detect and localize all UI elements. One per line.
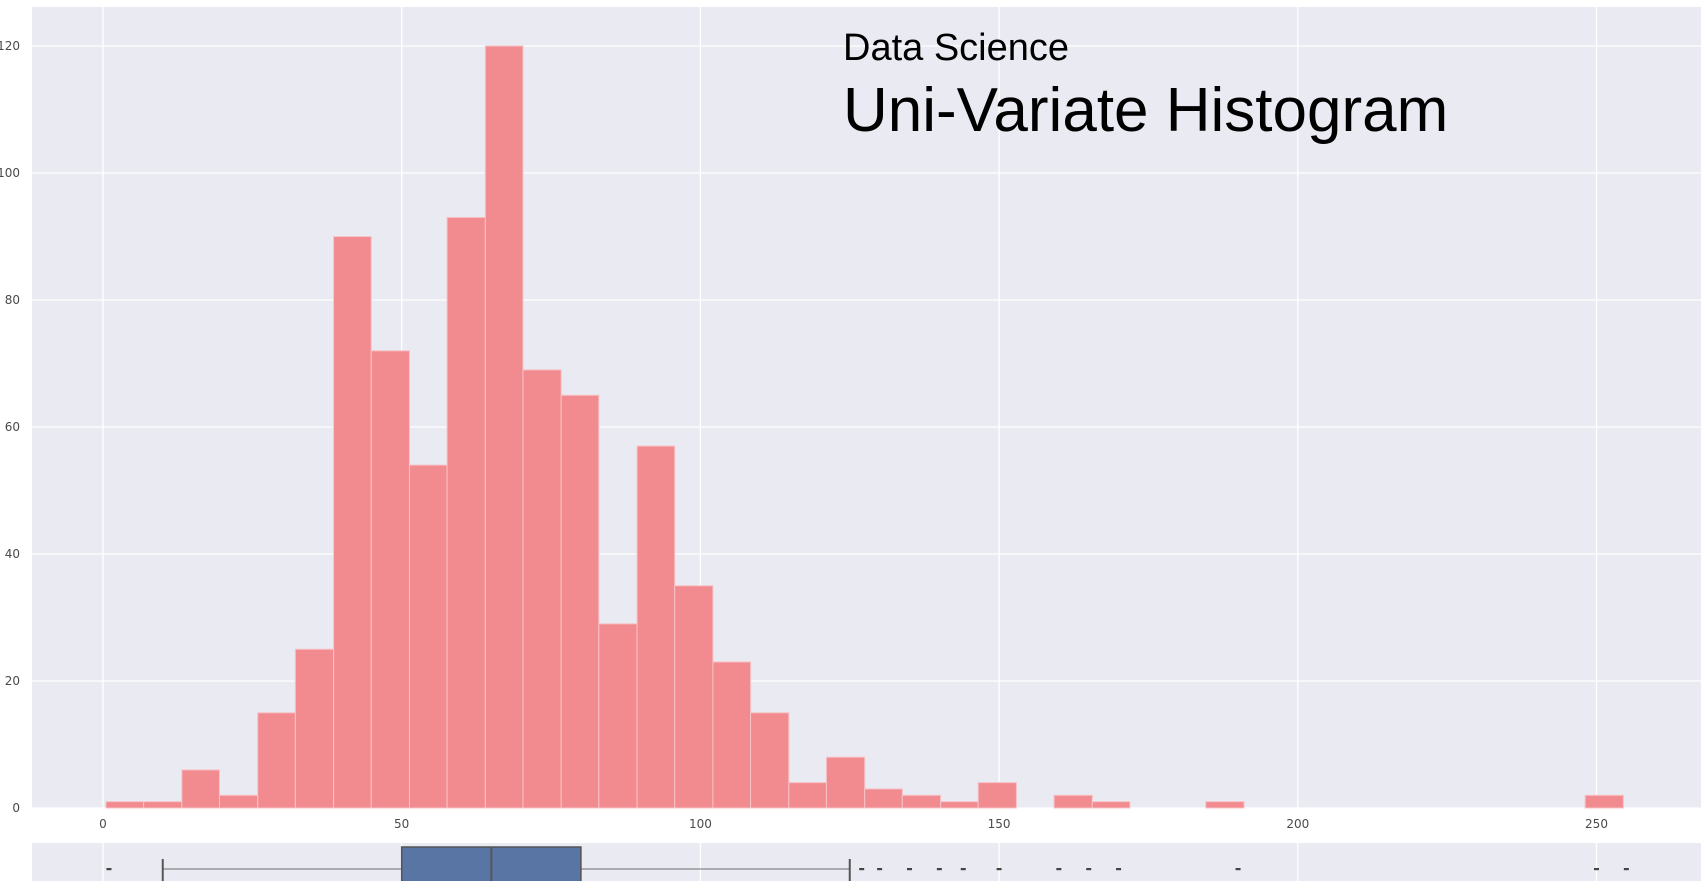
y-tick-labels: 0 20 40 60 80 100 120 [0, 39, 20, 815]
histogram-bar [408, 464, 448, 809]
histogram-bar [636, 445, 676, 809]
y-tick-label: 100 [0, 166, 20, 180]
histogram-bar [333, 236, 372, 809]
x-tick-label: 50 [394, 817, 409, 831]
boxplot [106, 846, 1629, 881]
chart-title: Uni-Variate Histogram [843, 76, 1448, 145]
boxplot-outlier [859, 868, 865, 871]
boxplot-outlier [1116, 868, 1122, 871]
histogram-bar [674, 585, 714, 809]
y-tick-label: 20 [5, 674, 20, 688]
x-tick-label: 200 [1286, 817, 1309, 831]
histogram-bar [446, 216, 486, 809]
boxplot-outlier [877, 868, 883, 871]
y-tick-label: 80 [5, 293, 20, 307]
histogram-bar [257, 712, 296, 809]
x-tick-label: 0 [99, 817, 107, 831]
histogram-bar [370, 350, 410, 809]
x-tick-label: 100 [689, 817, 712, 831]
boxplot-outlier [936, 868, 942, 871]
histogram-bar [560, 394, 600, 809]
histogram-bar [901, 794, 942, 809]
histogram-bar [712, 661, 752, 809]
y-tick-label: 60 [5, 420, 20, 434]
histogram-bar [788, 782, 827, 809]
boxplot-outlier [1056, 868, 1062, 871]
boxplot-outlier [106, 868, 112, 871]
boxplot-outlier [1623, 868, 1629, 871]
y-tick-label: 0 [12, 801, 20, 815]
chart-subtitle: Data Science [843, 27, 1069, 69]
boxplot-background [32, 843, 1701, 881]
boxplot-outlier [1235, 868, 1241, 871]
histogram-bar [1584, 794, 1624, 809]
histogram-bar [484, 45, 524, 809]
boxplot-outlier [960, 868, 966, 871]
y-tick-label: 120 [0, 39, 20, 53]
histogram-bar [143, 801, 183, 809]
histogram-bar [940, 801, 979, 809]
x-tick-labels: 0 50 100 150 200 250 [99, 817, 1608, 831]
histogram-bar [750, 712, 790, 809]
x-tick-label: 150 [988, 817, 1011, 831]
x-tick-label: 250 [1585, 817, 1608, 831]
histogram-bar [864, 788, 903, 809]
histogram-bar [1091, 801, 1131, 809]
histogram-bar [218, 794, 259, 809]
boxplot-outlier [906, 868, 912, 871]
histogram-bar [181, 769, 220, 809]
histogram-bar [1053, 794, 1093, 809]
boxplot-outlier [1594, 868, 1599, 871]
histogram-bar [598, 623, 638, 809]
y-tick-label: 40 [5, 547, 20, 561]
boxplot-outlier [1086, 868, 1092, 871]
histogram-bar [105, 801, 145, 809]
histogram-bar [825, 756, 866, 809]
histogram-bar [977, 782, 1017, 809]
histogram-bar [522, 369, 562, 809]
histogram-bars [105, 45, 1624, 809]
histogram-bar [1205, 801, 1245, 809]
histogram-bar [294, 648, 335, 809]
boxplot-outlier [996, 868, 1002, 871]
